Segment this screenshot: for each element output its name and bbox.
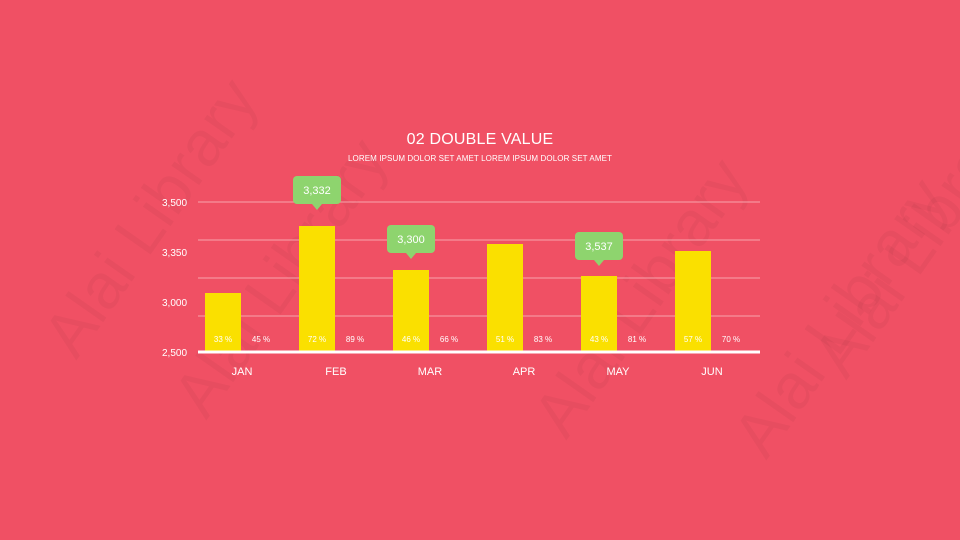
callout-box — [293, 176, 341, 204]
chart-subtitle: LOREM IPSUM DOLOR SET AMET LOREM IPSUM D… — [347, 154, 613, 163]
y-tick-label: 3,000 — [162, 298, 187, 309]
bar-percent-label: 72 % — [308, 335, 326, 344]
bar-jan — [205, 293, 241, 352]
x-tick-label: JAN — [232, 366, 253, 378]
second-percent-label: 70 % — [722, 335, 740, 344]
bar-mar — [393, 270, 429, 352]
bar-percent-label: 57 % — [684, 335, 702, 344]
bar-percent-label: 51 % — [496, 335, 514, 344]
callout-pointer — [406, 253, 416, 259]
callout-box — [575, 232, 623, 260]
callout-label: 3,537 — [585, 241, 613, 253]
bar-apr — [487, 244, 523, 352]
callout-label: 3,332 — [303, 185, 331, 197]
bar-percent-label: 43 % — [590, 335, 608, 344]
y-tick-label: 3,500 — [162, 198, 187, 209]
x-tick-label: MAR — [418, 366, 443, 378]
x-tick-label: APR — [513, 366, 536, 378]
x-tick-label: JUN — [701, 366, 722, 378]
callout-pointer — [312, 204, 322, 210]
y-tick-label: 3,350 — [162, 248, 187, 259]
callout-label: 3,300 — [397, 234, 425, 246]
callout-pointer — [594, 260, 604, 266]
y-tick-label: 2,500 — [162, 348, 187, 359]
second-percent-label: 83 % — [534, 335, 552, 344]
second-percent-label: 66 % — [440, 335, 458, 344]
second-percent-label: 89 % — [346, 335, 364, 344]
callout-box — [387, 225, 435, 253]
bar-percent-label: 46 % — [402, 335, 420, 344]
bar-jun — [675, 251, 711, 352]
bar-percent-label: 33 % — [214, 335, 232, 344]
second-percent-label: 45 % — [252, 335, 270, 344]
second-percent-label: 81 % — [628, 335, 646, 344]
bar-may — [581, 276, 617, 352]
x-tick-label: MAY — [606, 366, 630, 378]
bar-feb — [299, 226, 335, 352]
chart-title: 02 DOUBLE VALUE — [406, 131, 554, 148]
x-tick-label: FEB — [325, 366, 346, 378]
